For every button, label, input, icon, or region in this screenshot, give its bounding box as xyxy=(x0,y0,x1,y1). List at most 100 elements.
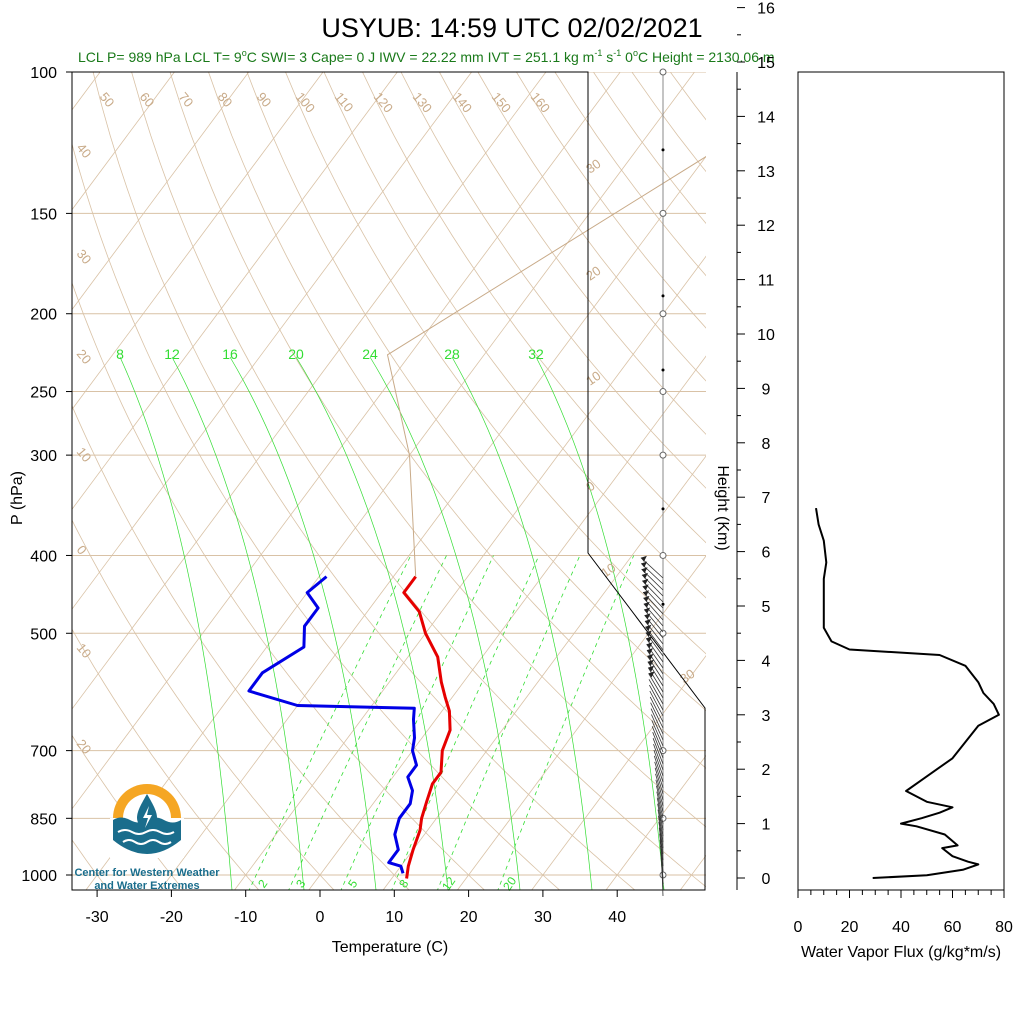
pressure-tick-label: 700 xyxy=(30,744,57,761)
info-cape: Cape= 0 J xyxy=(311,49,375,65)
wind-barb-flag xyxy=(642,573,648,579)
info-lcl-p: LCL P= 989 hPa xyxy=(78,49,181,65)
height-tick-label: 12 xyxy=(757,218,775,235)
dry-adiabat-line xyxy=(132,72,713,892)
isotherm-label-top: 60 xyxy=(137,89,158,110)
info-zero-height-rest: C Height = 2130.06 m xyxy=(638,49,775,65)
height-tick-label: 10 xyxy=(757,327,775,344)
logo-text-line2: and Water Extremes xyxy=(94,880,199,892)
mixing-ratio-line xyxy=(288,556,447,893)
isotherm-line xyxy=(0,72,323,890)
isotherm-line xyxy=(12,72,621,890)
dry-adiabat-line xyxy=(0,72,411,892)
wind-level-marker xyxy=(660,69,666,75)
dry-adiabat-line xyxy=(593,72,1024,892)
isotherm-line xyxy=(160,72,769,890)
moist-adiabat-line xyxy=(230,357,376,890)
isotherm-line xyxy=(755,72,1024,890)
info-ivt-exp1: -1 xyxy=(594,48,602,58)
isotherm-label-left: 30 xyxy=(74,246,95,267)
dry-adiabat-line xyxy=(247,72,939,892)
temperature-tick-label: -20 xyxy=(160,909,183,926)
flux-axis-label: Water Vapor Flux (g/kg*m/s) xyxy=(801,944,1001,961)
flux-tick-label: 80 xyxy=(995,919,1013,936)
wind-barb-flag xyxy=(641,562,647,568)
moist-adiabat-line xyxy=(452,357,592,890)
wind-barb-flag xyxy=(644,602,650,608)
height-tick-label: 2 xyxy=(762,762,771,779)
temperature-tick-label: -10 xyxy=(234,909,257,926)
isotherm-label-right: 30 xyxy=(677,666,697,687)
wind-barb-flag xyxy=(643,584,649,590)
wind-level-marker xyxy=(660,210,666,216)
height-tick-label: 14 xyxy=(757,109,775,126)
wind-level-dot xyxy=(662,294,665,297)
pressure-tick-label: 500 xyxy=(30,626,57,643)
cw3e-logo: Center for Western Weather and Water Ext… xyxy=(74,784,220,892)
isotherm-line xyxy=(86,72,695,890)
height-tick-label: 11 xyxy=(758,273,775,290)
logo-text-line1: Center for Western Weather xyxy=(74,867,220,879)
height-tick-label: 1 xyxy=(762,817,771,834)
wind-barb-flag xyxy=(642,579,648,585)
temperature-tick-label: 10 xyxy=(385,909,403,926)
height-axis-label: Height (Km) xyxy=(714,465,731,550)
wind-level-marker xyxy=(660,389,666,395)
height-tick-label: 9 xyxy=(762,381,771,398)
dry-adiabat-line xyxy=(632,72,1024,892)
dry-adiabat-line xyxy=(709,72,1024,892)
wind-level-marker xyxy=(660,452,666,458)
temperature-profile xyxy=(404,577,450,879)
isotherm-label-left: 10 xyxy=(74,444,95,465)
mixing-ratio-lines xyxy=(120,357,664,892)
temperature-tick-label: 20 xyxy=(460,909,478,926)
flux-panel-frame xyxy=(798,72,1004,890)
isotherm-line xyxy=(0,72,397,890)
isotherm-label-top: 90 xyxy=(254,89,275,110)
dry-adiabat-line xyxy=(55,72,562,892)
isotherm-label-top: 100 xyxy=(293,89,318,115)
isotherm-line xyxy=(0,72,472,890)
isotherm-label-right: 10 xyxy=(583,368,603,389)
isotherm-label-top: 50 xyxy=(97,89,118,110)
isotherm-label-right: 20 xyxy=(583,263,603,284)
dry-adiabat-line xyxy=(0,72,336,892)
info-lcl-t: LCL T= 9 xyxy=(185,49,242,65)
temperature-tick-label: 0 xyxy=(316,909,325,926)
isotherm-label-top: 120 xyxy=(371,89,396,115)
pressure-tick-label: 1000 xyxy=(21,868,57,885)
isotherm-label-left: 10 xyxy=(74,640,95,661)
wind-level-dot xyxy=(662,368,665,371)
isotherm-label-top: 70 xyxy=(176,89,197,110)
wind-barb-flag xyxy=(644,596,650,602)
info-zero-height: 0 xyxy=(625,49,633,65)
pressure-tick-label: 150 xyxy=(30,206,57,223)
pressure-tick-label: 850 xyxy=(30,811,57,828)
mixing-ratio-label-upper: 16 xyxy=(222,346,238,362)
pressure-tick-label: 200 xyxy=(30,307,57,324)
pressure-tick-label: 250 xyxy=(30,385,57,402)
height-tick-label: 15 xyxy=(757,55,775,72)
wind-barb-flag xyxy=(641,556,647,562)
height-tick-label: 16 xyxy=(757,1,775,18)
temperature-axis-label: Temperature (C) xyxy=(332,939,448,956)
isotherm-label-right: 0 xyxy=(583,478,598,494)
wind-profile xyxy=(641,69,666,896)
wind-level-marker xyxy=(660,311,666,317)
mixing-ratio-label-lower: 5 xyxy=(345,877,360,891)
height-tick-label: 7 xyxy=(762,490,771,507)
pressure-axis-label: P (hPa) xyxy=(9,471,26,525)
info-line: LCL P= 989 hPa LCL T= 9oC SWI= 3 Cape= 0… xyxy=(78,48,775,65)
isotherm-label-top: 130 xyxy=(410,89,435,115)
height-tick-label: 8 xyxy=(762,436,771,453)
info-iwv: IWV = 22.22 mm xyxy=(379,49,484,65)
isotherm-line xyxy=(383,72,992,890)
skewt-background xyxy=(0,72,1024,892)
isotherm-line xyxy=(0,72,249,890)
height-tick-label: 0 xyxy=(762,871,771,888)
